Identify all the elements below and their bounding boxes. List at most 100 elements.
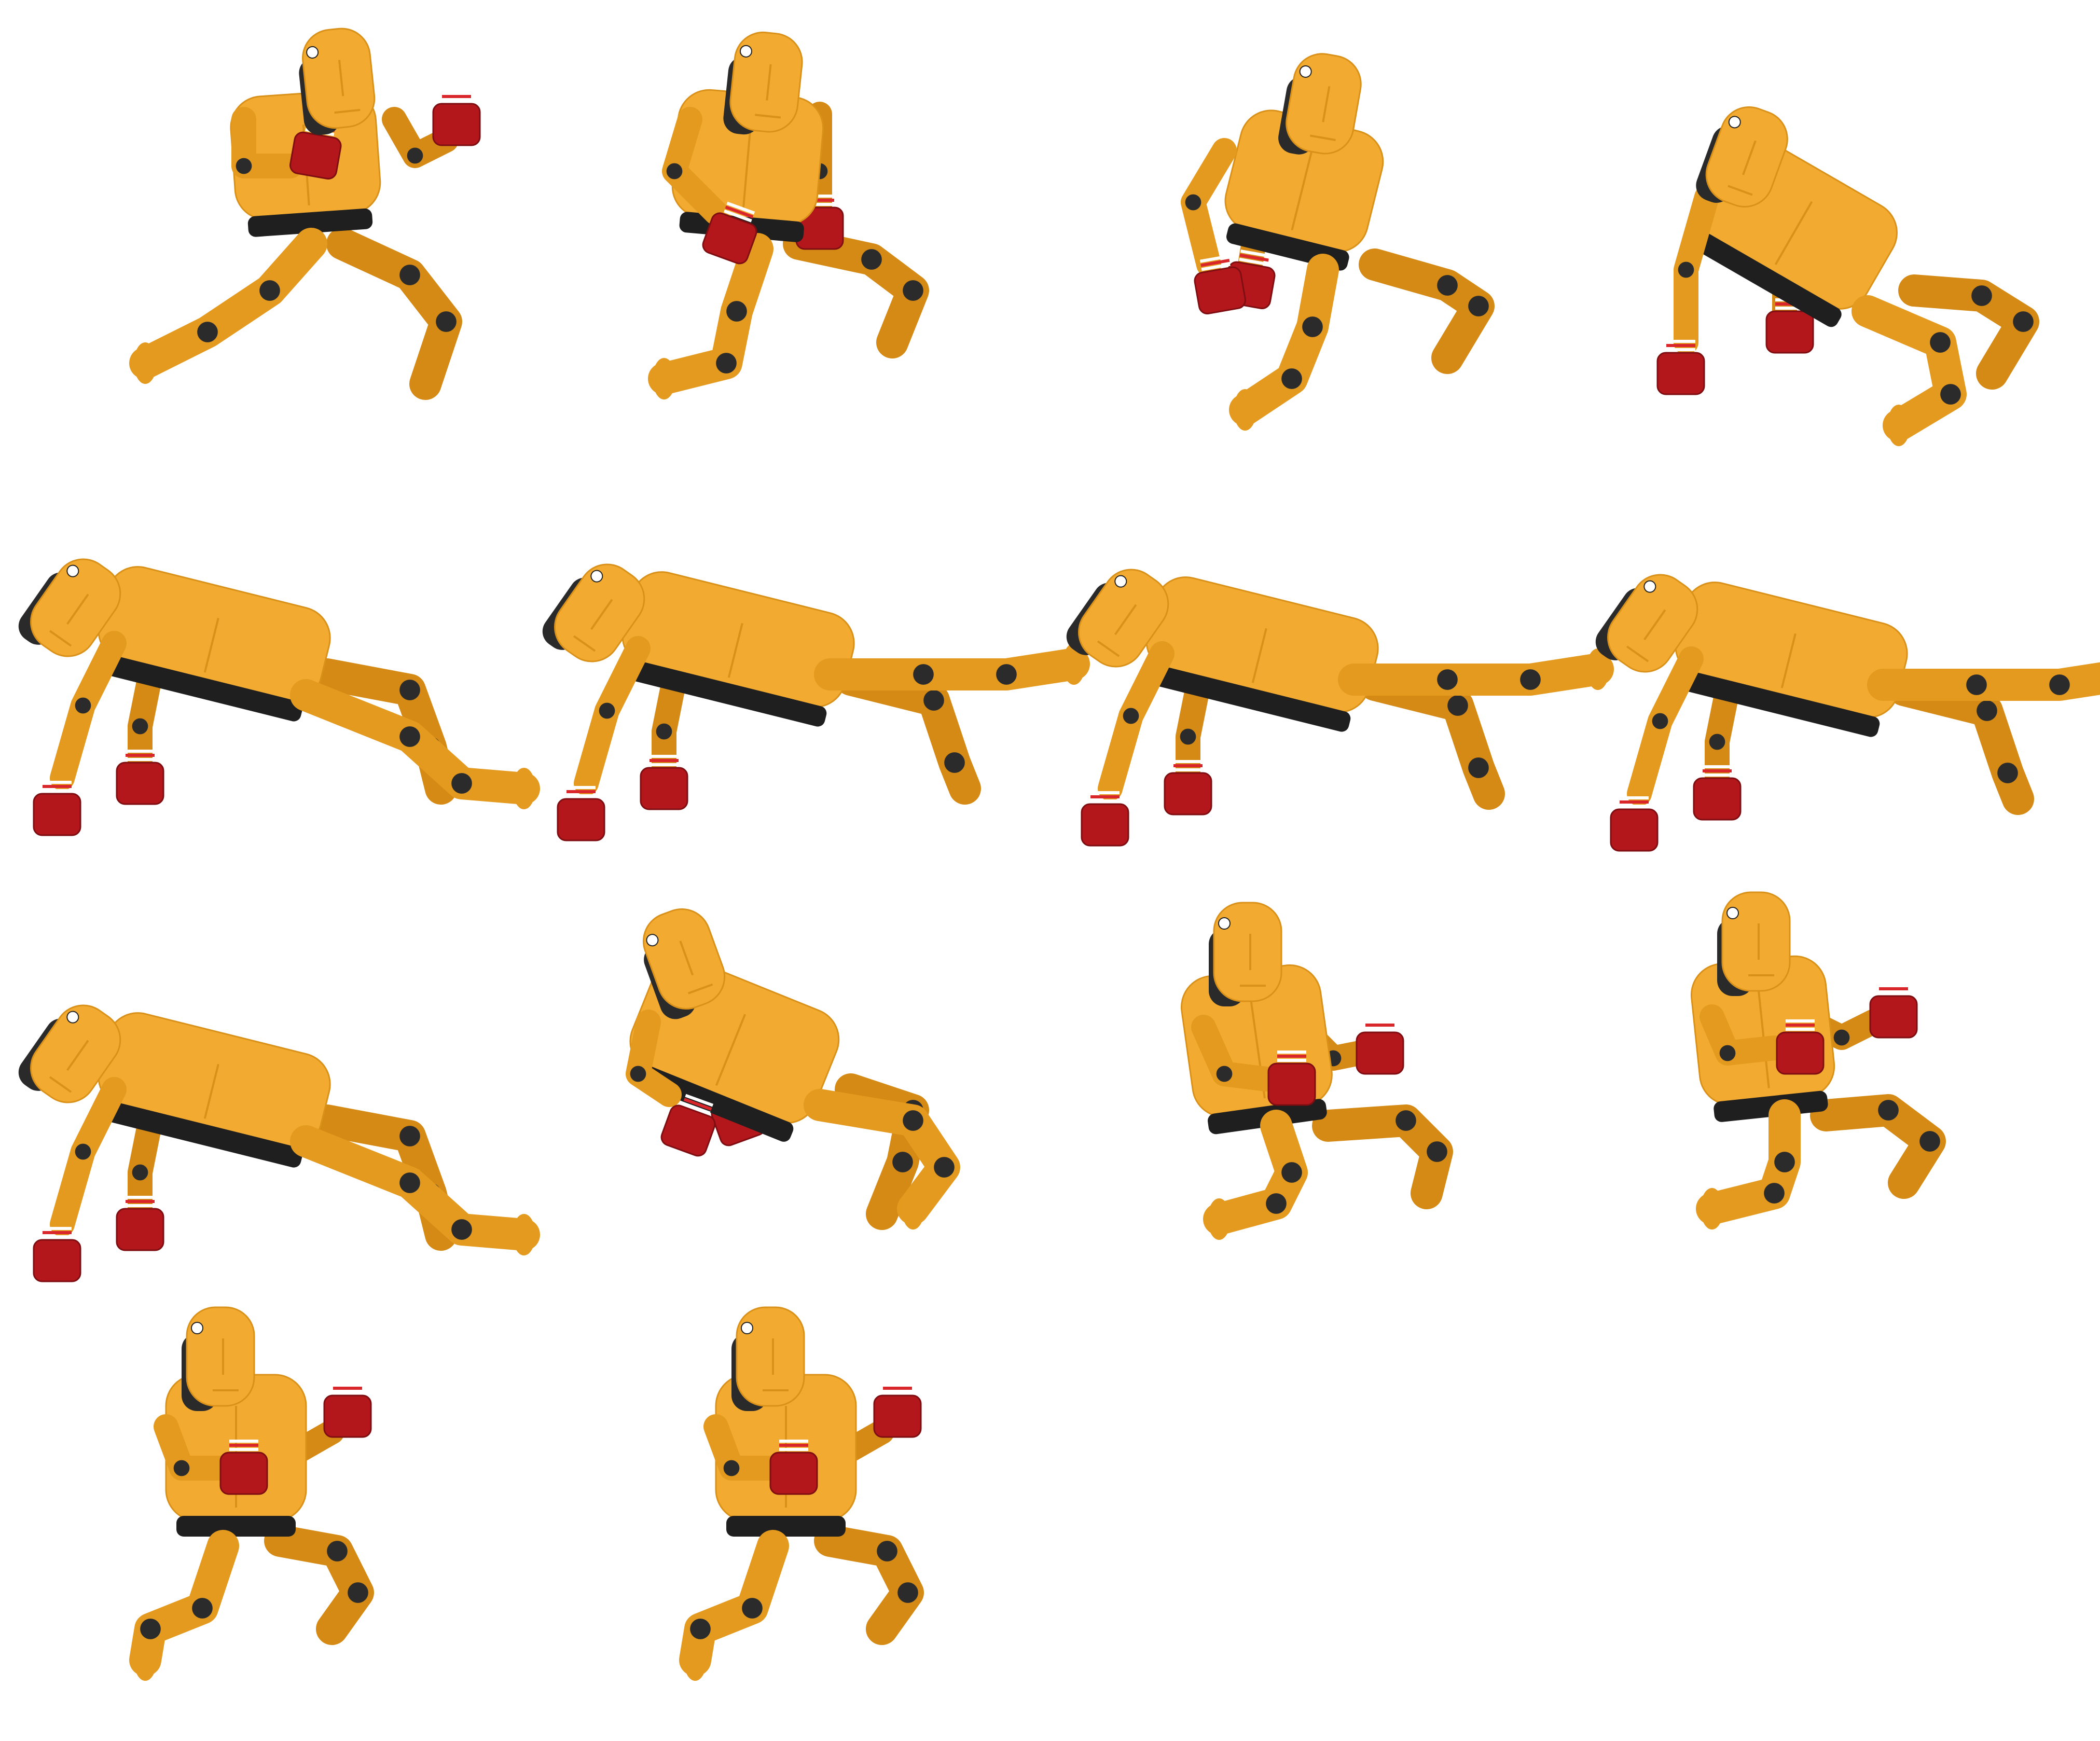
back-glove bbox=[1356, 1019, 1404, 1075]
glove-cuff bbox=[685, 1094, 714, 1107]
joint-icon bbox=[399, 726, 420, 747]
test-marker-icon bbox=[1726, 907, 1739, 919]
face-lines bbox=[49, 593, 89, 647]
glove-cuff-stripe bbox=[683, 1098, 712, 1111]
joint-icon bbox=[192, 1598, 213, 1619]
joint-icon bbox=[1966, 674, 1987, 695]
front-leg bbox=[814, 648, 1090, 690]
joint-icon bbox=[630, 1066, 646, 1082]
shorts bbox=[1676, 669, 1880, 737]
joint-icon bbox=[259, 280, 280, 301]
dummy-figure bbox=[1690, 891, 1946, 1229]
test-marker-icon bbox=[1114, 575, 1127, 588]
dummy-figure bbox=[648, 31, 929, 399]
joint-icon bbox=[1447, 695, 1468, 716]
joint-icon bbox=[399, 265, 420, 285]
foot bbox=[1062, 643, 1085, 685]
dummy-body bbox=[18, 558, 540, 836]
boxing-glove-icon bbox=[116, 1208, 164, 1251]
dummy-body bbox=[1595, 574, 2100, 852]
back-glove bbox=[873, 1383, 922, 1438]
dummy-body bbox=[1066, 569, 1614, 847]
head-shell bbox=[1721, 891, 1791, 992]
front-glove bbox=[769, 1440, 818, 1495]
boxing-glove-icon bbox=[219, 1452, 268, 1495]
joint-icon bbox=[436, 311, 457, 332]
ab-line bbox=[715, 1014, 747, 1086]
boxing-glove-icon bbox=[1267, 1062, 1316, 1106]
sprite-frame bbox=[1066, 550, 1614, 991]
foot bbox=[134, 342, 157, 384]
front-glove bbox=[1610, 796, 1659, 852]
front-leg bbox=[1229, 254, 1339, 426]
joint-icon bbox=[877, 1541, 897, 1562]
foot bbox=[134, 1639, 157, 1681]
face-lines bbox=[679, 941, 713, 994]
head-shell bbox=[30, 558, 121, 657]
joint-icon bbox=[1930, 332, 1951, 353]
test-marker-icon bbox=[191, 1322, 203, 1334]
back-glove bbox=[323, 1383, 372, 1438]
head-shell bbox=[729, 31, 803, 133]
head-shell bbox=[30, 1004, 121, 1103]
joint-icon bbox=[1427, 1141, 1447, 1162]
joint-icon bbox=[1833, 1029, 1850, 1046]
joint-icon bbox=[1437, 669, 1458, 690]
boxing-glove-icon bbox=[33, 793, 81, 836]
head bbox=[542, 563, 645, 662]
dummy-figure bbox=[129, 27, 481, 400]
boxing-glove-icon bbox=[1693, 777, 1742, 821]
joint-icon bbox=[723, 1460, 740, 1476]
head-shell bbox=[1607, 574, 1698, 673]
joint-icon bbox=[327, 1541, 348, 1562]
boxing-glove-icon bbox=[660, 1104, 716, 1157]
joint-icon bbox=[1878, 1100, 1899, 1121]
face-lines bbox=[49, 1040, 89, 1093]
joint-icon bbox=[666, 163, 683, 179]
dummy-figure bbox=[542, 563, 1090, 841]
joint-icon bbox=[451, 1219, 472, 1240]
head-shell bbox=[1705, 106, 1788, 208]
front-leg bbox=[1867, 662, 2100, 701]
joint-icon bbox=[690, 1619, 711, 1639]
dummy-figure bbox=[1656, 106, 2039, 446]
boxing-glove-icon bbox=[702, 212, 757, 265]
boxing-glove-icon bbox=[1656, 352, 1705, 395]
head bbox=[1278, 53, 1362, 155]
dummy-figure bbox=[1595, 574, 2100, 852]
head-shell bbox=[186, 1306, 255, 1407]
shorts bbox=[99, 654, 303, 722]
boxing-glove-icon bbox=[33, 1239, 81, 1282]
joint-icon bbox=[1764, 1183, 1785, 1204]
torso bbox=[715, 1374, 857, 1537]
head bbox=[1696, 106, 1788, 208]
glove-cuff bbox=[1199, 254, 1229, 263]
head bbox=[18, 1004, 121, 1103]
ab-line bbox=[1780, 633, 1797, 688]
test-marker-icon bbox=[66, 1011, 79, 1024]
dummy-figure bbox=[1066, 569, 1614, 847]
joint-icon bbox=[1468, 757, 1489, 778]
back-leg bbox=[1898, 274, 2039, 390]
foot bbox=[1234, 389, 1256, 431]
joint-icon bbox=[1266, 1193, 1287, 1214]
back-leg bbox=[1359, 669, 1505, 810]
back-glove bbox=[1869, 983, 1918, 1039]
ab-line bbox=[203, 617, 219, 673]
joint-icon bbox=[1719, 1045, 1736, 1061]
joint-icon bbox=[1437, 275, 1458, 296]
sprite-frame bbox=[1670, 872, 2100, 1312]
front-leg bbox=[1203, 1110, 1308, 1235]
sprite-frame bbox=[1595, 555, 2100, 996]
boxing-glove-icon bbox=[1765, 310, 1814, 354]
glove-cuff bbox=[682, 1101, 711, 1115]
joint-icon bbox=[716, 353, 737, 374]
front-glove bbox=[33, 781, 81, 836]
face-lines bbox=[573, 599, 613, 652]
joint-icon bbox=[132, 718, 148, 735]
joint-icon bbox=[897, 1582, 918, 1603]
shorts bbox=[1147, 664, 1351, 732]
sprite-frame bbox=[18, 540, 555, 980]
back-leg bbox=[326, 228, 462, 400]
